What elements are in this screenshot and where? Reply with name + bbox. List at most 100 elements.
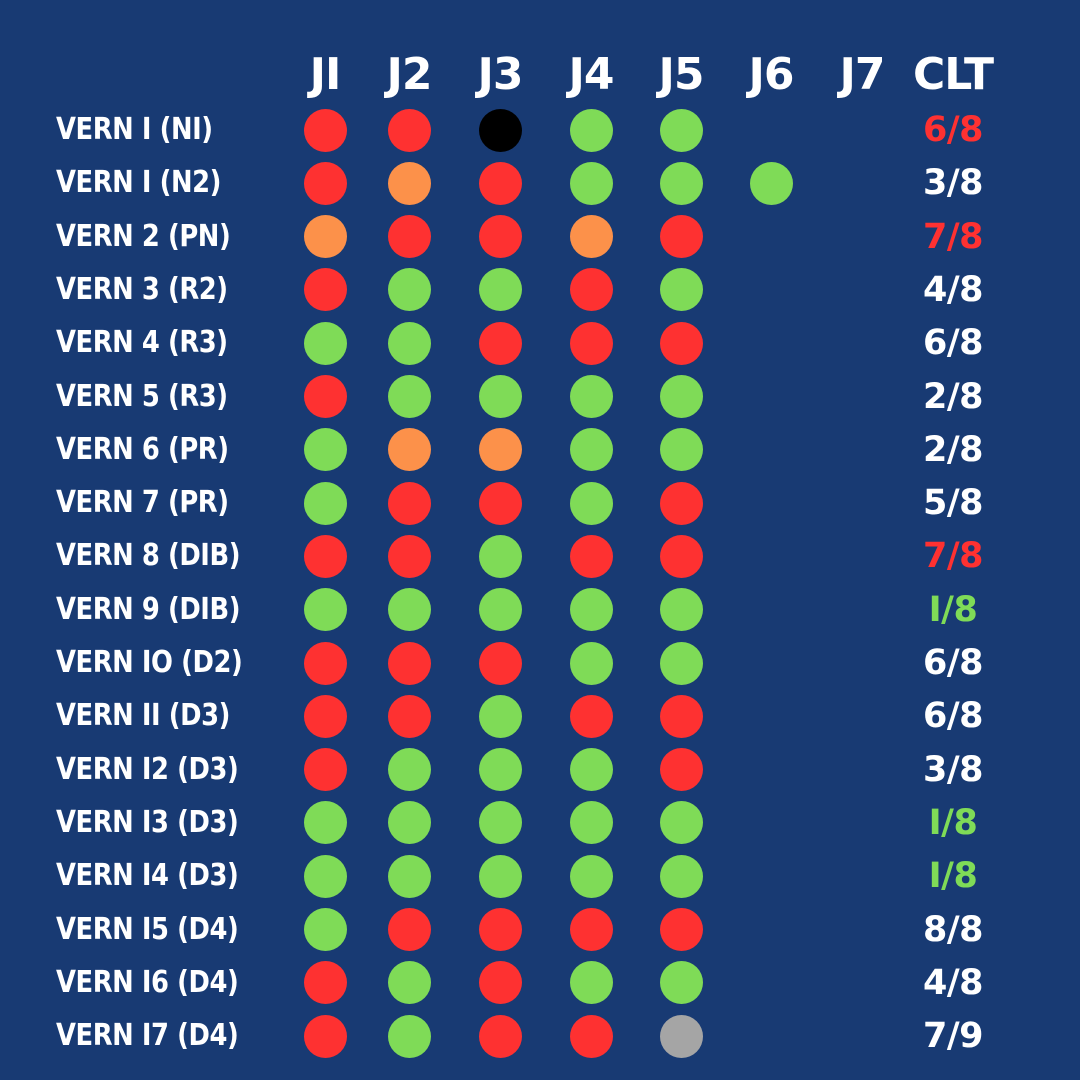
result-dot-green [387, 748, 431, 792]
result-dot-green [659, 961, 703, 1005]
result-dot-green [569, 801, 613, 845]
column-header-6: J6 [748, 49, 795, 100]
result-dot-green [478, 748, 522, 792]
result-dot-orange [303, 215, 347, 259]
result-dot-green [303, 854, 347, 898]
result-dot-red [303, 1014, 347, 1058]
score-value: 5/8 [923, 483, 984, 524]
score-value: 4/8 [923, 962, 984, 1003]
result-dot-green [478, 534, 522, 578]
row-label: VERN II (D3) [56, 698, 231, 734]
result-dot-red [478, 961, 522, 1005]
result-dot-red [303, 694, 347, 738]
result-dot-red [387, 641, 431, 685]
result-dot-green [387, 801, 431, 845]
column-header-1: JI [309, 49, 342, 100]
result-dot-green [659, 108, 703, 152]
result-dot-green [569, 588, 613, 632]
score-value: 2/8 [923, 376, 984, 417]
result-dot-red [303, 534, 347, 578]
row-label: VERN I3 (D3) [56, 804, 239, 840]
result-dot-green [569, 108, 613, 152]
result-dot-green [659, 428, 703, 472]
result-dot-red [478, 908, 522, 951]
score-value: 4/8 [923, 269, 984, 310]
result-dot-green [659, 641, 703, 685]
result-dot-red [303, 108, 347, 152]
result-dot-green [303, 481, 347, 525]
result-dot-green [659, 161, 703, 205]
result-dot-orange [387, 161, 431, 205]
result-dot-green [387, 961, 431, 1005]
result-dot-green [478, 588, 522, 632]
result-dot-green [478, 694, 522, 738]
result-dot-red [659, 481, 703, 525]
result-dot-green [569, 854, 613, 898]
result-dot-black [478, 108, 522, 152]
result-dot-red [478, 215, 522, 259]
result-dot-green [387, 588, 431, 632]
result-dot-red [659, 534, 703, 578]
result-dot-green [659, 268, 703, 312]
result-dot-red [303, 375, 347, 418]
row-label: VERN 2 (PN) [56, 218, 231, 254]
score-value: 6/8 [923, 110, 984, 150]
result-dot-orange [387, 428, 431, 472]
result-dot-green [387, 268, 431, 312]
result-dot-red [387, 694, 431, 738]
score-value: 6/8 [923, 696, 984, 737]
result-dot-red [387, 108, 431, 152]
result-dot-red [303, 641, 347, 685]
result-dot-red [659, 321, 703, 365]
score-value: 3/8 [923, 749, 984, 790]
score-value: 6/8 [923, 323, 984, 364]
result-dot-green [749, 161, 793, 205]
result-dot-green [569, 428, 613, 472]
result-dot-green [303, 428, 347, 472]
result-dot-green [387, 375, 431, 418]
result-dot-grey [659, 1014, 703, 1058]
result-dot-red [478, 1014, 522, 1058]
row-label: VERN I6 (D4) [56, 964, 239, 1000]
result-dot-green [659, 375, 703, 418]
result-dot-red [303, 268, 347, 312]
result-dot-green [478, 801, 522, 845]
result-dot-red [303, 161, 347, 205]
result-dot-red [478, 481, 522, 525]
result-dot-red [569, 268, 613, 312]
row-label: VERN I2 (D3) [56, 751, 239, 787]
row-label: VERN 8 (DIB) [56, 538, 241, 574]
result-dot-green [303, 588, 347, 632]
score-value: I/8 [928, 589, 978, 630]
score-value: I/8 [928, 856, 978, 897]
result-dot-green [659, 801, 703, 845]
result-dot-orange [569, 215, 613, 259]
result-dot-green [478, 268, 522, 312]
result-dot-red [659, 215, 703, 259]
result-dot-red [387, 534, 431, 578]
column-header-2: J2 [386, 49, 433, 100]
score-value: 2/8 [923, 429, 984, 470]
result-dot-green [387, 1014, 431, 1058]
column-header-3: J3 [477, 49, 524, 100]
row-label: VERN 7 (PR) [56, 485, 229, 521]
result-dot-red [569, 1014, 613, 1058]
row-label: VERN 5 (R3) [56, 378, 228, 414]
result-dot-red [478, 321, 522, 365]
result-dot-green [387, 854, 431, 898]
result-dot-red [569, 694, 613, 738]
column-header-4: J4 [568, 49, 615, 100]
result-dot-green [303, 321, 347, 365]
result-dot-red [303, 748, 347, 792]
score-value: 7/8 [923, 216, 984, 257]
row-label: VERN I7 (D4) [56, 1018, 239, 1054]
result-dot-green [569, 161, 613, 205]
score-column-header: CLT [912, 49, 994, 100]
result-dot-red [659, 908, 703, 951]
result-dot-green [569, 961, 613, 1005]
result-dot-green [303, 908, 347, 951]
result-dot-green [387, 321, 431, 365]
result-dot-red [478, 161, 522, 205]
result-dot-red [569, 534, 613, 578]
